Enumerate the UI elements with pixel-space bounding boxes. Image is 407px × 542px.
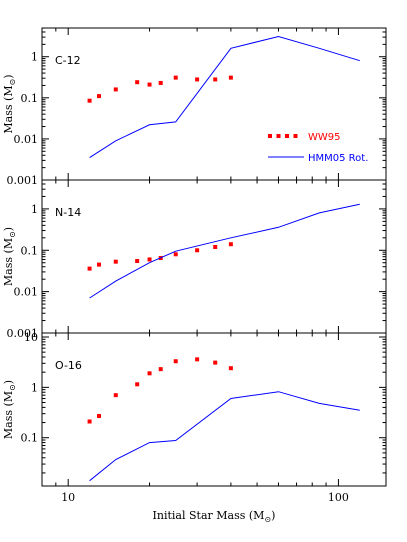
legend-entry-label: WW95 bbox=[308, 132, 341, 143]
data-point-ww95 bbox=[173, 359, 178, 364]
data-point-ww95 bbox=[158, 367, 163, 372]
y-axis-title-close: ) bbox=[2, 380, 15, 384]
data-point-ww95 bbox=[195, 248, 200, 253]
panel-n-14: 0.001 0.01 0.1 1 N-14 Mass (M⊙) bbox=[2, 179, 387, 340]
y-tick-label: 1 bbox=[31, 51, 38, 64]
data-point-ww95 bbox=[195, 357, 200, 362]
data-point-ww95 bbox=[135, 382, 140, 387]
panel-label: O-16 bbox=[55, 359, 82, 372]
data-point-ww95 bbox=[96, 94, 101, 99]
panel-label: C-12 bbox=[55, 54, 81, 67]
y-axis-title-text: Mass (M bbox=[2, 85, 15, 133]
data-point-ww95 bbox=[113, 259, 118, 264]
x-axis-title-close: ) bbox=[271, 509, 275, 522]
y-tick-label: 0.01 bbox=[14, 286, 39, 299]
data-point-ww95 bbox=[87, 266, 92, 271]
series-line-hmm05 bbox=[89, 203, 360, 299]
data-point-ww95 bbox=[173, 75, 178, 80]
x-axis-title-text: Initial Star Mass (M bbox=[153, 509, 265, 522]
x-axis-title: Initial Star Mass (M⊙) bbox=[153, 509, 276, 524]
data-point-ww95 bbox=[195, 77, 200, 82]
data-point-ww95 bbox=[213, 244, 218, 249]
y-axis-title-close: ) bbox=[2, 74, 15, 78]
data-point-ww95 bbox=[147, 257, 152, 262]
y-tick-label: 1 bbox=[31, 381, 38, 394]
legend-marker-ww95 bbox=[268, 134, 272, 138]
y-tick-label: 0.1 bbox=[21, 244, 39, 257]
y-axis-title: Mass (M⊙) bbox=[2, 74, 17, 133]
legend-marker-ww95 bbox=[276, 134, 281, 138]
data-point-ww95 bbox=[213, 77, 218, 82]
series-line-hmm05 bbox=[89, 35, 360, 159]
y-tick-label: 0.1 bbox=[21, 432, 39, 445]
y-tick-label: 0.001 bbox=[7, 174, 39, 187]
x-tick-label: 10 bbox=[61, 491, 75, 504]
y-axis-title-close: ) bbox=[2, 227, 15, 231]
data-point-ww95 bbox=[96, 413, 101, 418]
y-axis-title-sub: ⊙ bbox=[8, 384, 17, 391]
y-tick-label: 0.1 bbox=[21, 92, 39, 105]
data-point-ww95 bbox=[213, 360, 218, 365]
panel-c-12: 0.001 0.01 0.1 1 C-12 Mass (M⊙) WW95 HMM05 Rot. bbox=[2, 27, 387, 187]
y-tick-label: 0.01 bbox=[14, 133, 39, 146]
data-point-ww95 bbox=[135, 80, 140, 85]
data-point-ww95 bbox=[228, 75, 233, 80]
legend-marker-ww95 bbox=[293, 134, 298, 138]
series-line-hmm05 bbox=[89, 391, 360, 482]
y-axis-title: Mass (M⊙) bbox=[2, 380, 17, 439]
y-axis-title-sub: ⊙ bbox=[8, 231, 17, 238]
data-point-ww95 bbox=[173, 252, 178, 257]
data-point-ww95 bbox=[147, 371, 152, 376]
y-tick-label: 1 bbox=[31, 203, 38, 216]
y-axis-title-text: Mass (M bbox=[2, 238, 15, 286]
data-point-ww95 bbox=[113, 87, 118, 92]
y-tick-label: 10 bbox=[24, 331, 38, 344]
legend-entry-label: HMM05 Rot. bbox=[308, 153, 368, 164]
data-point-ww95 bbox=[87, 98, 92, 103]
x-tick-label: 100 bbox=[328, 491, 349, 504]
legend: WW95 HMM05 Rot. bbox=[268, 132, 368, 164]
data-point-ww95 bbox=[135, 259, 140, 264]
y-tick-label: 0.001 bbox=[7, 327, 39, 340]
panel-label: N-14 bbox=[55, 206, 81, 219]
data-point-ww95 bbox=[113, 393, 118, 398]
plot-frame bbox=[41, 332, 387, 487]
data-point-ww95 bbox=[147, 82, 152, 87]
y-axis-title-text: Mass (M bbox=[2, 391, 15, 439]
data-point-ww95 bbox=[96, 262, 101, 267]
data-point-ww95 bbox=[228, 242, 233, 247]
data-point-ww95 bbox=[87, 419, 92, 424]
x-axis-title-sub: ⊙ bbox=[264, 515, 271, 524]
legend-marker-ww95 bbox=[285, 134, 289, 138]
y-axis-title: Mass (M⊙) bbox=[2, 227, 17, 286]
data-point-ww95 bbox=[228, 366, 233, 371]
data-point-ww95 bbox=[158, 80, 163, 85]
y-axis-title-sub: ⊙ bbox=[8, 79, 17, 86]
plot-frame bbox=[41, 179, 387, 334]
